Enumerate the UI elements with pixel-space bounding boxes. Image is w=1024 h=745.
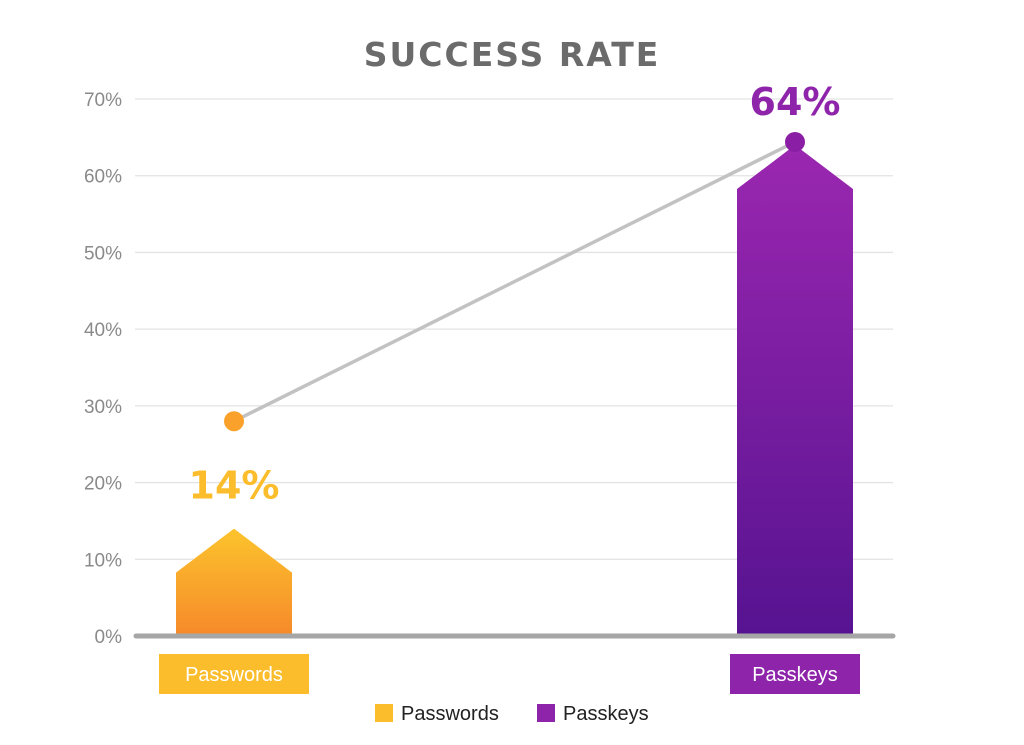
connector-line — [233, 140, 796, 423]
y-tick-label: 0% — [95, 627, 123, 648]
category-label-text: Passkeys — [752, 664, 838, 686]
legend-label: Passwords — [401, 703, 499, 725]
data-labels: 14% 64% — [189, 80, 841, 508]
y-tick-label: 10% — [84, 550, 122, 571]
y-tick-label: 30% — [84, 397, 122, 418]
category-label-text: Passwords — [185, 664, 283, 686]
legend: Passwords Passkeys — [375, 703, 649, 725]
legend-swatch — [537, 704, 555, 722]
category-labels: Passwords Passkeys — [159, 654, 860, 694]
category-label-box — [730, 654, 860, 694]
connector-line-group — [233, 140, 796, 423]
y-tick-label: 40% — [84, 320, 122, 341]
point-passwords — [224, 411, 244, 432]
y-tick-label: 70% — [84, 90, 122, 111]
category-label-passwords: Passwords — [159, 654, 309, 694]
chart-title: SUCCESS RATE — [364, 35, 661, 74]
y-tick-label: 50% — [84, 243, 122, 264]
data-label-passkeys: 64% — [750, 80, 841, 124]
y-axis-tick-labels: 0% 10% 20% 30% 40% 50% 60% 70% — [84, 90, 122, 648]
legend-label: Passkeys — [563, 703, 649, 725]
y-tick-label: 20% — [84, 474, 122, 495]
bar-passwords — [176, 528, 292, 636]
category-label-box — [159, 654, 309, 694]
category-label-passkeys: Passkeys — [730, 654, 860, 694]
bar-passkeys — [737, 145, 853, 636]
y-tick-label: 60% — [84, 167, 122, 188]
points — [224, 131, 805, 432]
legend-swatch — [375, 704, 393, 722]
point-passkeys — [785, 131, 805, 152]
legend-item-passkeys: Passkeys — [537, 703, 649, 725]
bars — [176, 145, 853, 636]
legend-item-passwords: Passwords — [375, 703, 499, 725]
data-label-passwords: 14% — [189, 464, 280, 508]
